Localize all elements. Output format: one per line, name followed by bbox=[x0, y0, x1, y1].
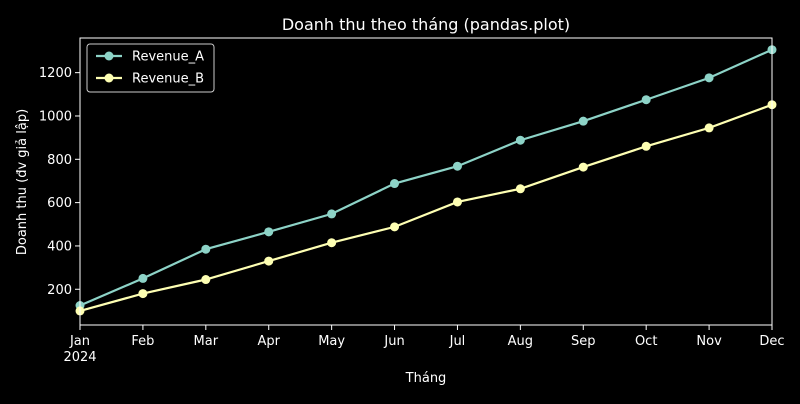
data-point-Revenue_A-Mar bbox=[201, 244, 211, 254]
y-tick-label: 1000 bbox=[39, 109, 72, 124]
y-axis-title: Doanh thu (đv giả lập) bbox=[15, 109, 30, 255]
legend-label-Revenue_A: Revenue_A bbox=[132, 50, 204, 65]
series-line-Revenue_B bbox=[79, 103, 773, 312]
data-point-Revenue_A-Feb bbox=[138, 273, 148, 283]
x-tick-label: Sep bbox=[571, 334, 596, 349]
data-point-Revenue_A-Oct bbox=[641, 95, 651, 105]
data-point-Revenue_B-May bbox=[327, 238, 337, 248]
data-point-Revenue_B-Nov bbox=[704, 123, 714, 133]
y-tick-label: 400 bbox=[47, 239, 72, 254]
legend: Revenue_A Revenue_B bbox=[86, 43, 215, 93]
x-tick-label: Feb bbox=[131, 334, 154, 349]
x-tick-label: Dec bbox=[759, 334, 784, 349]
x-axis-title: Tháng bbox=[405, 371, 447, 386]
x-tick-label: Oct bbox=[635, 334, 657, 349]
legend-marker-Revenue_B bbox=[104, 73, 114, 83]
x-tick-label: May bbox=[318, 334, 345, 349]
legend-label-Revenue_B: Revenue_B bbox=[132, 72, 204, 87]
y-tick-label: 800 bbox=[47, 153, 72, 168]
data-point-Revenue_A-May bbox=[327, 209, 337, 219]
data-point-Revenue_A-Aug bbox=[515, 135, 525, 145]
y-tick-label: 200 bbox=[47, 283, 72, 298]
x-tick-label: Mar bbox=[194, 334, 219, 349]
x-tick-label: Nov bbox=[696, 334, 722, 349]
x-tick-label: Jun bbox=[383, 334, 404, 349]
x-tick-year-label: 2024 bbox=[63, 350, 96, 365]
plot-frame bbox=[79, 37, 773, 326]
data-point-Revenue_B-Oct bbox=[641, 141, 651, 151]
data-point-Revenue_B-Mar bbox=[201, 275, 211, 285]
data-point-Revenue_B-Aug bbox=[515, 184, 525, 194]
x-tick-label: Apr bbox=[257, 334, 280, 349]
data-point-Revenue_B-Jul bbox=[452, 197, 462, 207]
series-line-Revenue_A bbox=[79, 48, 773, 307]
data-point-Revenue_B-Feb bbox=[138, 289, 148, 299]
data-point-Revenue_B-Apr bbox=[264, 256, 274, 266]
data-point-Revenue_B-Jun bbox=[390, 222, 400, 232]
y-tick-label: 1200 bbox=[39, 66, 72, 81]
data-point-Revenue_A-Jul bbox=[452, 161, 462, 171]
chart-title: Doanh thu theo tháng (pandas.plot) bbox=[282, 15, 570, 34]
data-point-Revenue_A-Apr bbox=[264, 227, 274, 237]
x-tick-label: Jan bbox=[69, 334, 90, 349]
data-point-Revenue_A-Nov bbox=[704, 73, 714, 83]
x-tick-label: Aug bbox=[508, 334, 533, 349]
y-tick-label: 600 bbox=[47, 196, 72, 211]
legend-marker-Revenue_A bbox=[104, 51, 114, 61]
data-point-Revenue_B-Sep bbox=[578, 162, 588, 172]
data-point-Revenue_A-Sep bbox=[578, 116, 588, 126]
data-point-Revenue_A-Jun bbox=[390, 179, 400, 189]
x-tick-label: Jul bbox=[449, 334, 466, 349]
